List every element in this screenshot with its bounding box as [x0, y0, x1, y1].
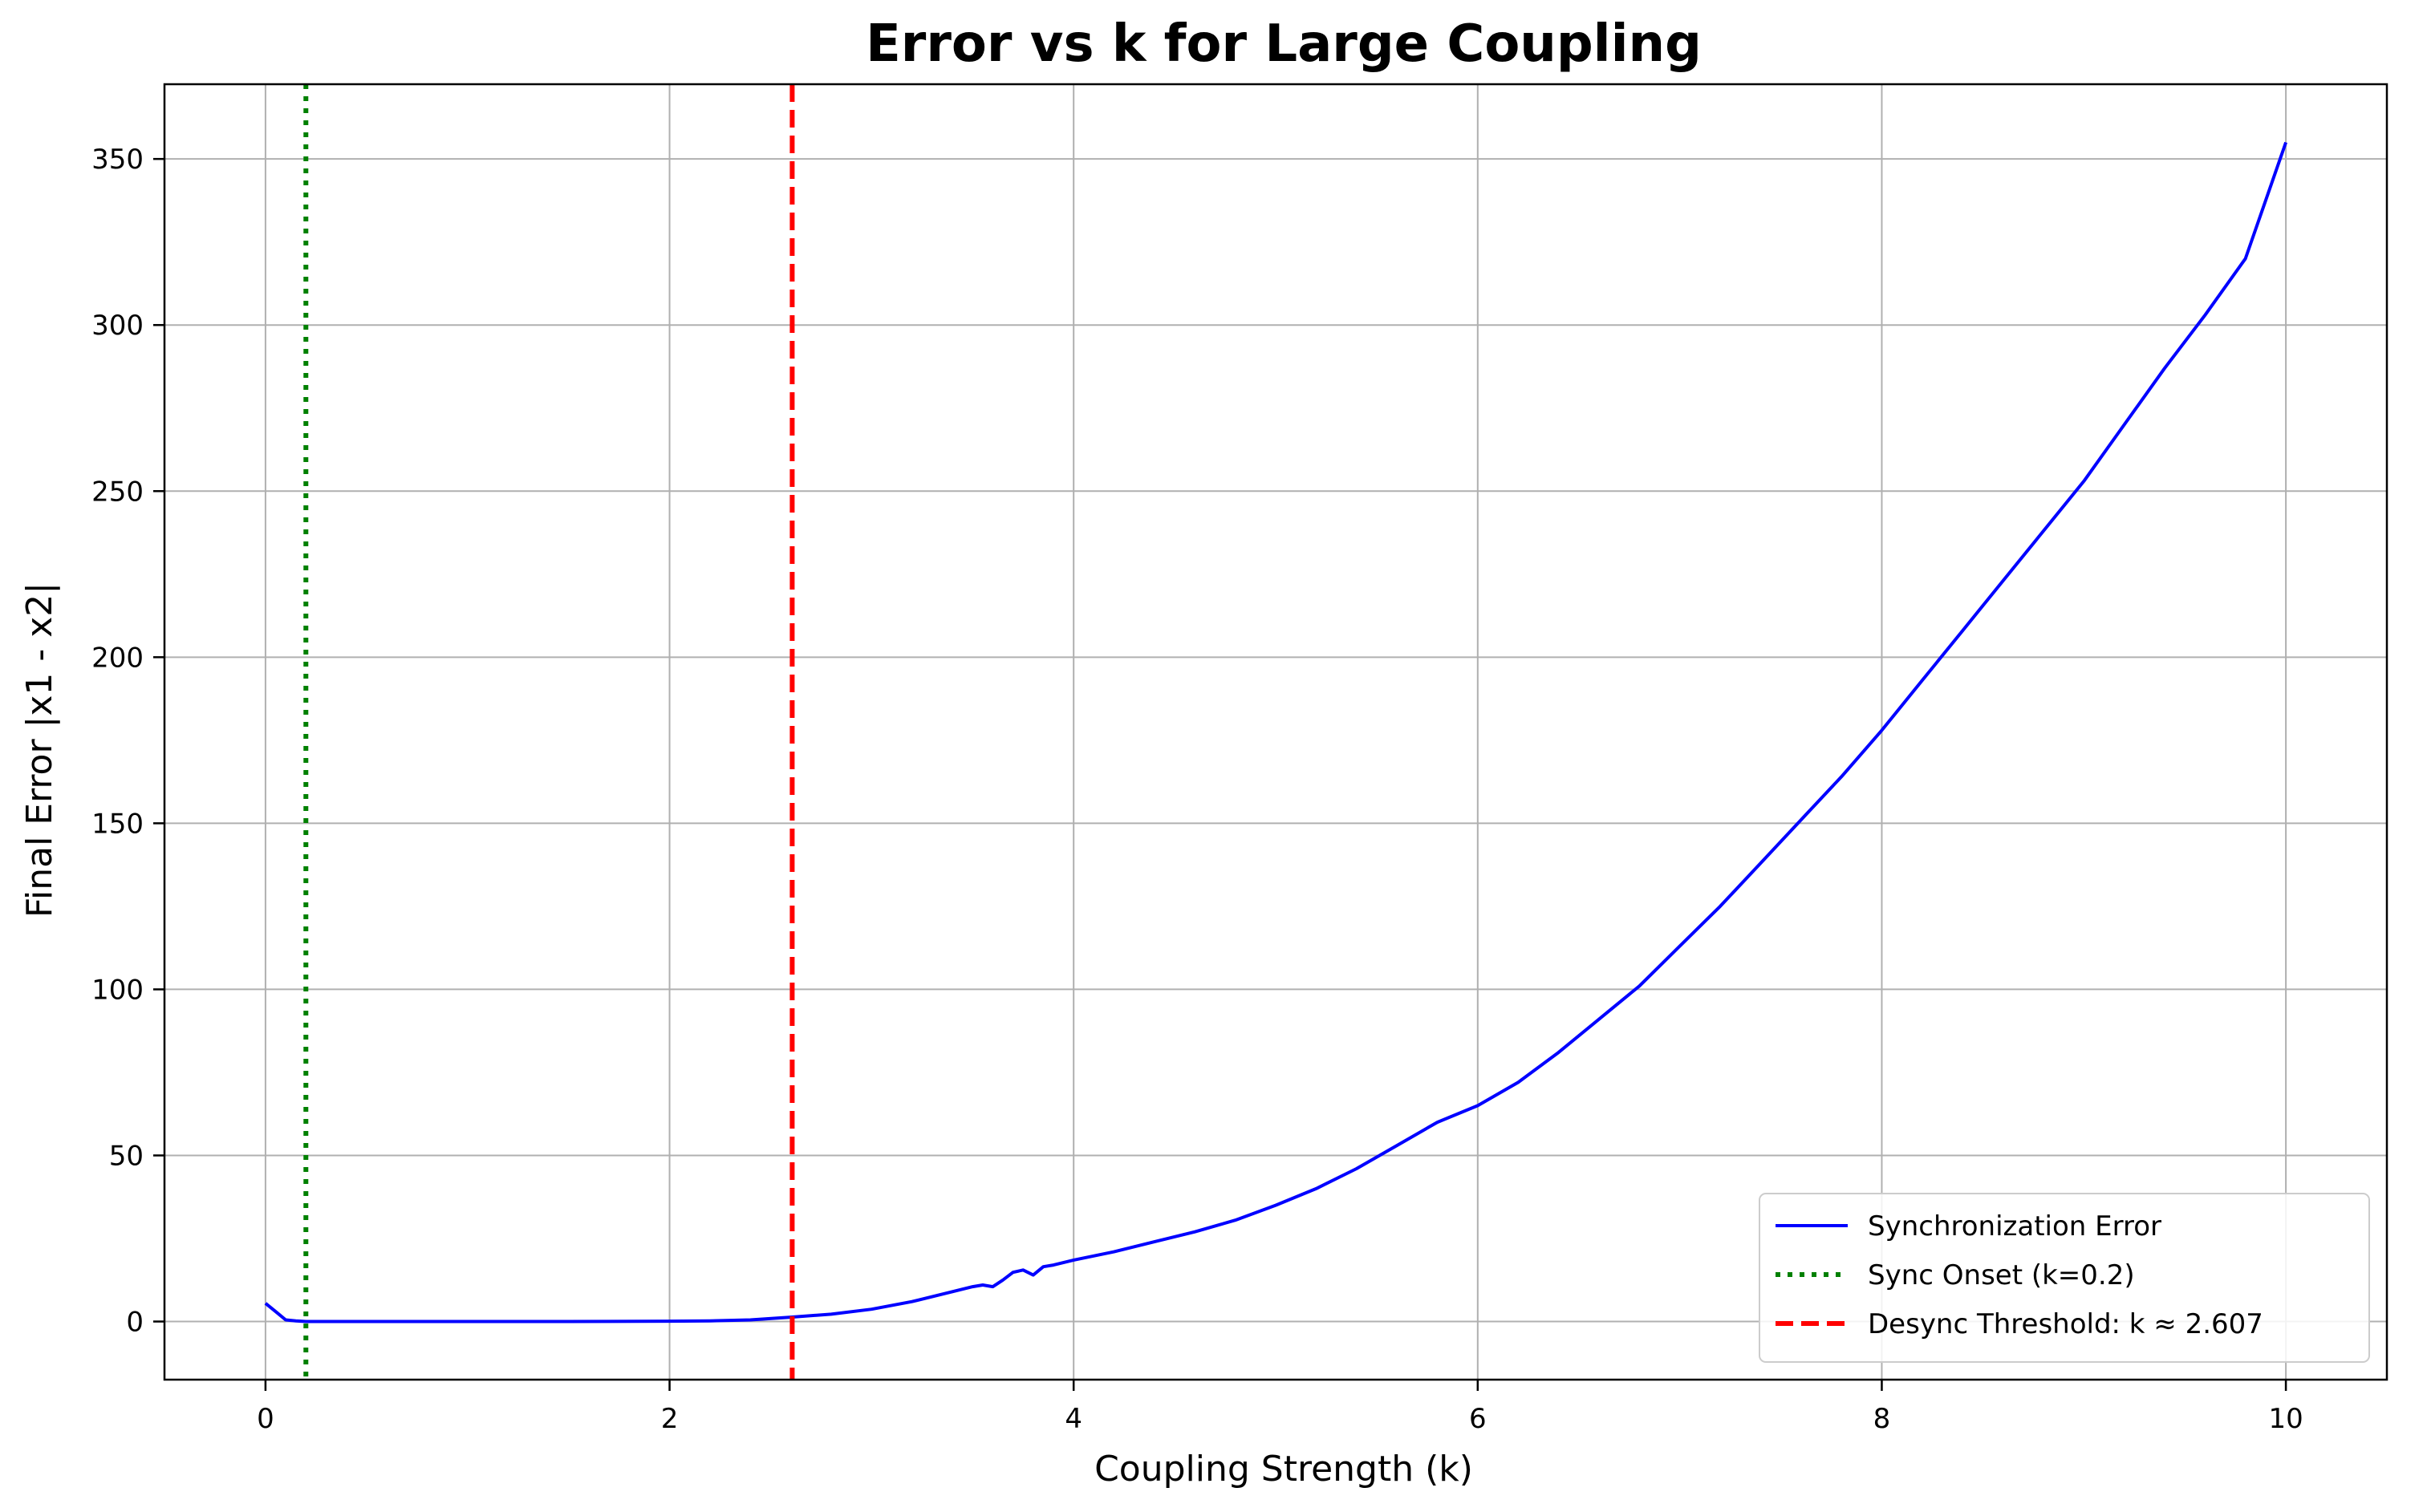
legend-box	[1759, 1193, 2370, 1363]
x-tick-label: 6	[1469, 1403, 1487, 1435]
y-axis-label: Final Error |x1 - x2|	[19, 582, 60, 918]
plot-area	[264, 84, 2287, 1380]
y-tick-label: 50	[109, 1140, 144, 1172]
grid	[164, 84, 2387, 1380]
x-tick-label: 8	[1873, 1403, 1891, 1435]
y-tick-label: 350	[91, 144, 144, 176]
x-axis-label: Coupling Strength (k)	[1094, 1449, 1473, 1490]
legend: Synchronization Error Sync Onset (k=0.2) D…	[1759, 1193, 2370, 1363]
series-line	[264, 141, 2287, 1324]
y-tick-label: 150	[91, 808, 144, 840]
y-tick-label: 100	[91, 974, 144, 1006]
legend-label: Desync Threshold: k ≈ 2.607	[1868, 1308, 2263, 1340]
y-tick-label: 300	[91, 310, 144, 342]
y-tick-label: 0	[126, 1307, 144, 1339]
chart-title: Error vs k for Large Coupling	[866, 14, 1702, 74]
x-tick-label: 10	[2268, 1403, 2303, 1435]
plot-frame	[163, 83, 2388, 1381]
y-tick-label: 200	[91, 642, 144, 674]
y-tick-label: 250	[91, 476, 144, 508]
x-tick-label: 0	[257, 1403, 274, 1435]
legend-label: Synchronization Error	[1868, 1210, 2161, 1242]
legend-label: Sync Onset (k=0.2)	[1868, 1259, 2135, 1291]
x-tick-label: 4	[1065, 1403, 1082, 1435]
x-tick-label: 2	[661, 1403, 679, 1435]
